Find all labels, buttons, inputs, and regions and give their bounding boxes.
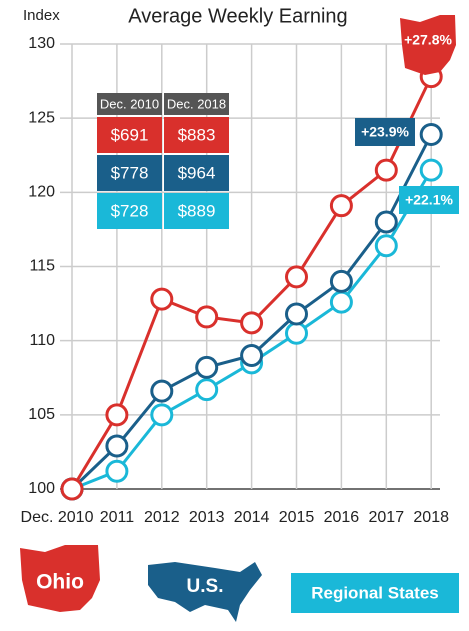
point	[150, 379, 174, 403]
point	[150, 403, 174, 427]
data-table: Dec. 2010 Dec. 2018 $691 $883 $778 $964 $728 $8…	[97, 93, 229, 229]
point	[285, 265, 308, 289]
x-tick-label: 2015	[279, 509, 315, 526]
legend: Ohio U.S. Regional States	[20, 545, 459, 622]
y-tick-label: 105	[28, 406, 55, 423]
table-value: $889	[178, 201, 216, 220]
point	[329, 269, 353, 293]
x-tick-label: 2011	[100, 509, 135, 526]
x-tick-label: 2018	[413, 509, 449, 526]
y-tick-label: 125	[28, 109, 55, 126]
end-label-box	[399, 186, 459, 214]
point	[60, 477, 84, 501]
legend-label: Ohio	[36, 571, 84, 594]
table-header-cell	[164, 93, 229, 115]
end-label: +27.8%	[404, 32, 452, 48]
chart-title: Average Weekly Earning	[128, 5, 347, 27]
x-tick-label: 2013	[189, 509, 225, 526]
table-header: Dec. 2018	[167, 96, 226, 111]
point	[105, 459, 129, 483]
x-tick-label: 2014	[234, 509, 270, 526]
point	[195, 305, 219, 329]
point	[329, 290, 353, 314]
y-tick-label: 130	[28, 35, 55, 52]
end-label-box	[355, 118, 415, 146]
y-tick-label: 115	[29, 258, 55, 275]
y-tick-label: 120	[28, 184, 55, 201]
end-label: +22.1%	[405, 192, 453, 208]
ohio-legend-shape	[20, 545, 100, 612]
table-cell	[164, 117, 229, 153]
point	[329, 194, 353, 218]
point	[195, 355, 219, 379]
point	[105, 434, 129, 458]
table-value: $964	[178, 163, 216, 182]
point	[374, 158, 398, 182]
table-header-cell	[97, 93, 162, 115]
x-tick-label: Dec. 2010	[21, 509, 94, 526]
table-cell	[164, 155, 229, 191]
table-cell	[164, 193, 229, 229]
point	[195, 378, 219, 402]
point	[285, 321, 308, 345]
point	[240, 344, 264, 367]
us-legend-shape	[148, 562, 262, 622]
point	[374, 234, 398, 258]
grid: 100 105 110 115 120 125 130 Dec. 2010 2011 2012 20…	[21, 35, 450, 526]
table-value: $778	[111, 163, 149, 182]
plot	[60, 65, 443, 501]
table-cell	[97, 193, 162, 229]
regional-legend-box	[291, 573, 459, 613]
ohio-icon	[400, 15, 456, 75]
y-axis-label: Index	[23, 7, 60, 24]
x-tick-label: 2016	[324, 509, 360, 526]
point	[285, 302, 308, 326]
legend-label: Regional States	[311, 583, 439, 602]
y-tick-label: 100	[28, 480, 55, 497]
legend-label: U.S.	[187, 576, 224, 597]
x-tick-label: 2012	[144, 509, 180, 526]
y-tick-label: 110	[29, 332, 55, 349]
table-value: $691	[111, 125, 149, 144]
table-cell	[97, 155, 162, 191]
point	[105, 403, 129, 427]
table-cell	[97, 117, 162, 153]
table-header: Dec. 2010	[100, 96, 159, 111]
point	[419, 158, 443, 182]
table-value: $728	[111, 201, 149, 220]
end-label: +23.9%	[361, 124, 409, 140]
point	[374, 210, 398, 234]
point	[150, 287, 174, 311]
point	[419, 122, 443, 146]
point	[240, 311, 264, 335]
x-tick-label: 2017	[369, 509, 405, 526]
table-value: $883	[178, 125, 216, 144]
